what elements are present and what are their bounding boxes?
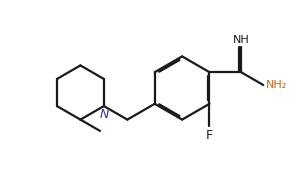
Text: NH₂: NH₂ <box>266 80 287 90</box>
Text: NH: NH <box>233 35 250 45</box>
Text: N: N <box>99 108 109 121</box>
Text: F: F <box>206 129 213 142</box>
